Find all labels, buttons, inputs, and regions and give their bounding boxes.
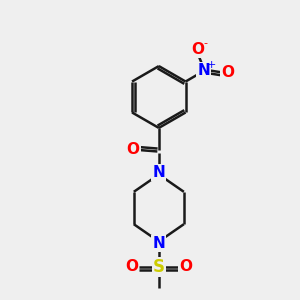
Text: +: +: [207, 60, 217, 70]
Text: O: O: [127, 142, 140, 158]
Text: O: O: [191, 42, 204, 57]
Text: N: N: [152, 165, 165, 180]
Text: -: -: [204, 38, 208, 48]
Text: O: O: [125, 260, 138, 274]
Text: O: O: [221, 65, 235, 80]
Text: O: O: [179, 260, 192, 274]
Text: N: N: [152, 236, 165, 251]
Text: S: S: [153, 258, 165, 276]
Text: N: N: [197, 63, 210, 78]
